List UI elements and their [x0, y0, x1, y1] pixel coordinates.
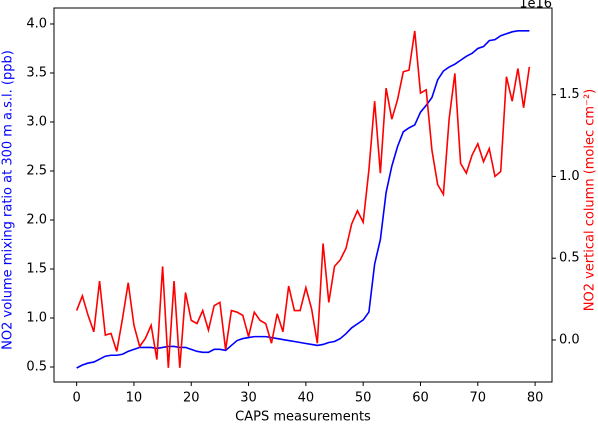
x-axis-label: CAPS measurements [235, 410, 371, 424]
data-line [76, 30, 530, 369]
x-tick-label: 20 [183, 391, 200, 406]
x-tick-label: 30 [240, 391, 257, 406]
y-axis-label: NO2 volume mixing ratio at 300 m a.s.l. … [1, 50, 16, 350]
y-tick-label: 1.5 [26, 261, 47, 276]
x-tick-label: 40 [298, 391, 315, 406]
x-tick-label: 70 [470, 391, 487, 406]
data-line [75, 30, 531, 368]
x-tick-label: 0 [72, 391, 80, 406]
y-tick-label: 1.0 [26, 311, 47, 326]
y2-tick-label: 0.5 [559, 251, 580, 266]
y-tick-label: 2.5 [26, 163, 47, 178]
y2-axis-label: NO2 vertical column (molec cm⁻²) [583, 89, 598, 312]
x-tick-label: 10 [126, 391, 143, 406]
y-tick-label: 0.5 [26, 360, 47, 375]
x-tick-label: 80 [527, 391, 544, 406]
y-tick-label: 4.0 [26, 16, 47, 31]
y2-tick-label: 1.5 [559, 87, 580, 102]
y-tick-label: 2.0 [26, 212, 47, 227]
y2-offset: 1e16 [519, 0, 552, 12]
x-tick-label: 60 [412, 391, 429, 406]
plot-frame [53, 7, 553, 383]
y2-tick-label: 0.0 [559, 332, 580, 347]
x-tick-label: 50 [355, 391, 372, 406]
y-tick-label: 3.5 [26, 65, 47, 80]
y2-tick-label: 1.0 [559, 169, 580, 184]
y-tick-label: 3.0 [26, 114, 47, 129]
